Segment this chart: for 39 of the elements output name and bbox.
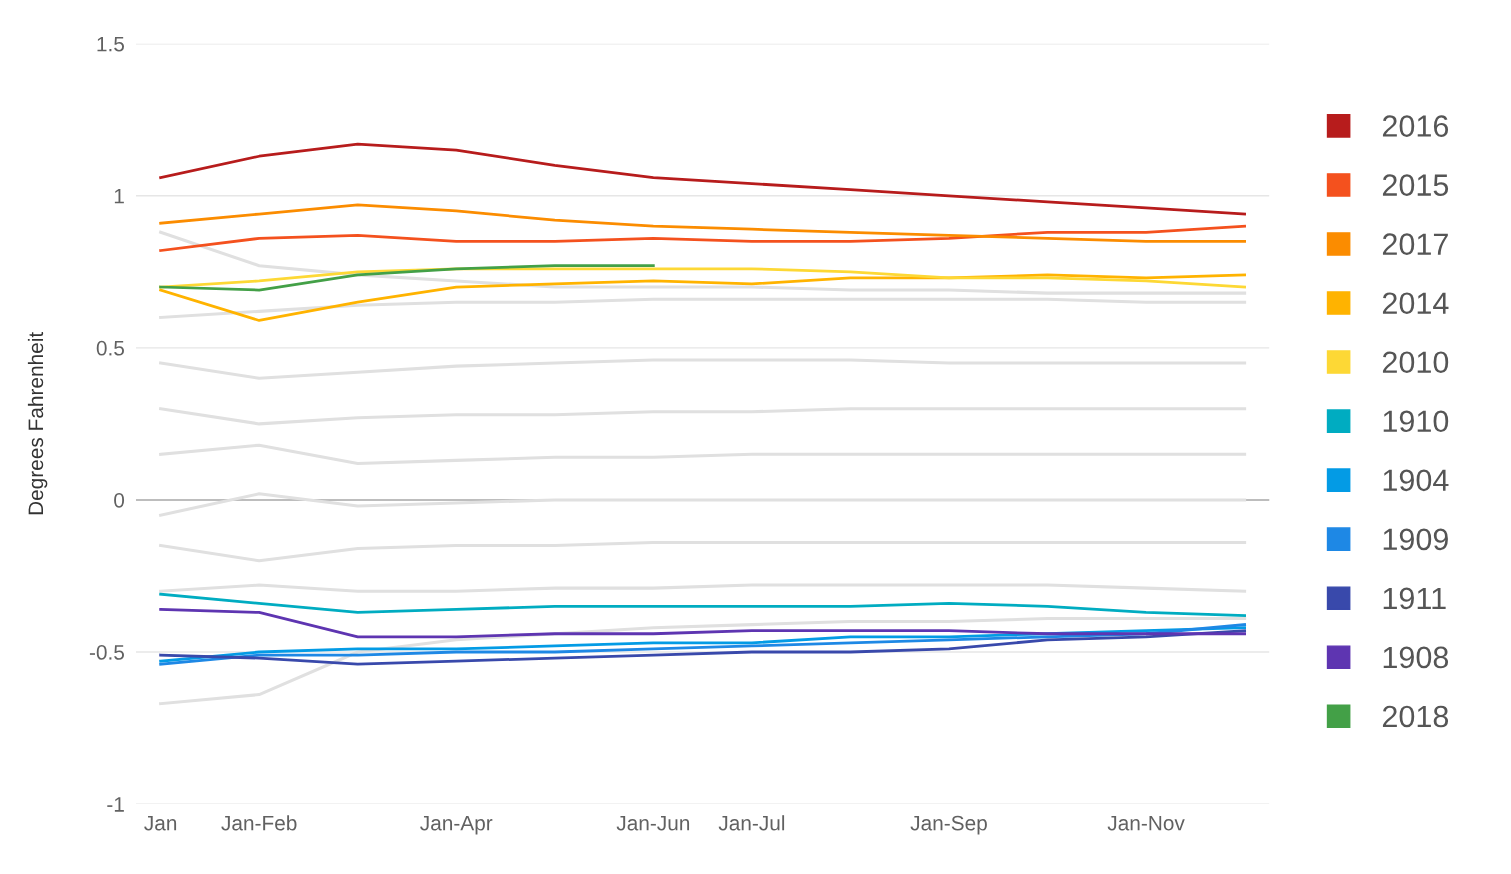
legend-label: 1909 [1383,528,1448,551]
legend-label: 1904 [1383,469,1449,492]
y-tick-label: 0 [114,492,125,508]
line-series [159,443,1247,465]
y-tick-label: 1 [114,188,124,204]
line-series [159,297,1247,319]
line-series [159,142,1246,216]
legend-label: 1908 [1383,646,1449,669]
x-tick-label: Jan-Nov [1107,815,1185,831]
line-series [159,224,1246,252]
line-series [159,492,1247,517]
legend-label: 2014 [1382,292,1449,315]
line-series [159,273,1246,322]
legend-label: 2015 [1382,174,1449,196]
line-series [159,540,1247,563]
x-tick-label: Jan [144,815,177,831]
y-tick-label: 1.5 [97,36,125,52]
legend-label: 1911 [1383,587,1446,610]
legend-label: 1910 [1383,410,1449,433]
line-series [159,592,1246,617]
line-series [159,230,1247,295]
x-tick-label: Jan-Sep [910,815,987,835]
y-axis-title: Degrees Fahrenheit [27,331,48,515]
legend-label: 2016 [1382,115,1449,137]
y-tick-label: 0.5 [96,340,125,356]
legend-label: 2018 [1382,705,1449,728]
x-tick-label: Jan-Jun [616,815,690,831]
legend-label: 2017 [1382,233,1448,255]
legend-label: 2010 [1382,351,1449,374]
x-tick-label: Jan-Feb [221,815,297,831]
line-series [159,203,1246,243]
x-tick-label: Jan-Apr [420,815,493,835]
x-tick-label: Jan-Jul [718,815,785,831]
y-tick-label: -0.5 [89,645,125,660]
line-series [159,608,1246,639]
line-series [159,407,1247,426]
line-series [159,264,655,292]
line-series [159,358,1247,380]
y-tick-label: -1 [107,797,124,812]
